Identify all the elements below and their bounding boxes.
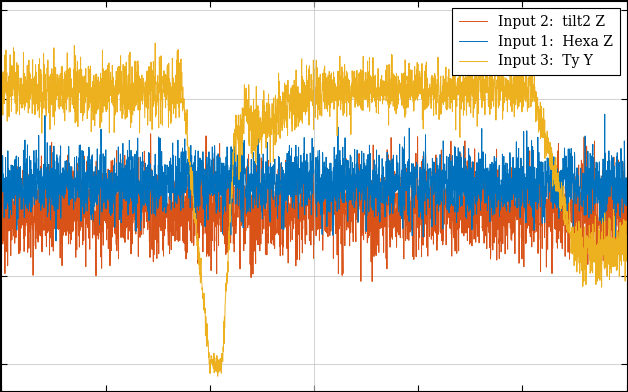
Input 3:  Ty Y: (342, 0.537): Ty Y: (342, 0.537) (69, 90, 77, 94)
Input 2:  tilt2 Z: (1.15e+03, 0.0266): tilt2 Z: (1.15e+03, 0.0266) (237, 180, 245, 185)
Input 1:  Hexa Z: (343, -0.0307): Hexa Z: (343, -0.0307) (69, 190, 77, 195)
Input 3:  Ty Y: (1.28e+03, 0.526): Ty Y: (1.28e+03, 0.526) (265, 92, 273, 96)
Input 2:  tilt2 Z: (1.28e+03, -0.317): tilt2 Z: (1.28e+03, -0.317) (264, 241, 272, 245)
Input 3:  Ty Y: (0, 0.45): Ty Y: (0, 0.45) (0, 105, 5, 110)
Input 2:  tilt2 Z: (716, 0.302): tilt2 Z: (716, 0.302) (147, 131, 154, 136)
Input 3:  Ty Y: (520, 0.519): Ty Y: (520, 0.519) (106, 93, 114, 98)
Line: Input 3:  Ty Y: Input 3: Ty Y (1, 43, 626, 376)
Input 1:  Hexa Z: (521, 0.0743): Hexa Z: (521, 0.0743) (106, 172, 114, 176)
Input 1:  Hexa Z: (1.28e+03, 0.00475): Hexa Z: (1.28e+03, 0.00475) (264, 184, 272, 189)
Input 1:  Hexa Z: (1.15e+03, -0.195): Hexa Z: (1.15e+03, -0.195) (237, 220, 245, 224)
Input 1:  Hexa Z: (0, 0.0697): Hexa Z: (0, 0.0697) (0, 172, 5, 177)
Input 2:  tilt2 Z: (2.94e+03, -0.12): tilt2 Z: (2.94e+03, -0.12) (611, 206, 619, 211)
Line: Input 2:  tilt2 Z: Input 2: tilt2 Z (1, 134, 626, 281)
Input 2:  tilt2 Z: (520, -0.0546): tilt2 Z: (520, -0.0546) (106, 194, 114, 199)
Input 1:  Hexa Z: (2.9e+03, 0.413): Hexa Z: (2.9e+03, 0.413) (601, 112, 609, 116)
Input 1:  Hexa Z: (2.94e+03, 0.084): Hexa Z: (2.94e+03, 0.084) (611, 170, 619, 175)
Input 1:  Hexa Z: (3e+03, 0.00447): Hexa Z: (3e+03, 0.00447) (622, 184, 628, 189)
Input 2:  tilt2 Z: (0, -0.368): tilt2 Z: (0, -0.368) (0, 250, 5, 255)
Input 3:  Ty Y: (1.15e+03, 0.249): Ty Y: (1.15e+03, 0.249) (238, 141, 246, 145)
Input 2:  tilt2 Z: (3e+03, -0.272): tilt2 Z: (3e+03, -0.272) (622, 233, 628, 238)
Input 3:  Ty Y: (1.04e+03, -1.07): Ty Y: (1.04e+03, -1.07) (214, 374, 222, 379)
Input 3:  Ty Y: (3e+03, -0.27): Ty Y: (3e+03, -0.27) (622, 232, 628, 237)
Input 2:  tilt2 Z: (1.78e+03, -0.533): tilt2 Z: (1.78e+03, -0.533) (369, 279, 376, 284)
Input 2:  tilt2 Z: (342, -0.253): tilt2 Z: (342, -0.253) (69, 230, 77, 234)
Line: Input 1:  Hexa Z: Input 1: Hexa Z (1, 114, 626, 241)
Input 3:  Ty Y: (2.62e+03, 0.317): Ty Y: (2.62e+03, 0.317) (543, 129, 551, 133)
Input 3:  Ty Y: (2.94e+03, -0.365): Ty Y: (2.94e+03, -0.365) (611, 249, 619, 254)
Input 1:  Hexa Z: (2.62e+03, 0.0657): Hexa Z: (2.62e+03, 0.0657) (543, 173, 551, 178)
Input 1:  Hexa Z: (262, -0.304): Hexa Z: (262, -0.304) (52, 239, 60, 243)
Input 3:  Ty Y: (738, 0.814): Ty Y: (738, 0.814) (151, 41, 159, 45)
Legend: Input 2:  tilt2 Z, Input 1:  Hexa Z, Input 3:  Ty Y: Input 2: tilt2 Z, Input 1: Hexa Z, Input… (452, 8, 620, 75)
Input 2:  tilt2 Z: (2.62e+03, -0.14): tilt2 Z: (2.62e+03, -0.14) (543, 210, 551, 214)
